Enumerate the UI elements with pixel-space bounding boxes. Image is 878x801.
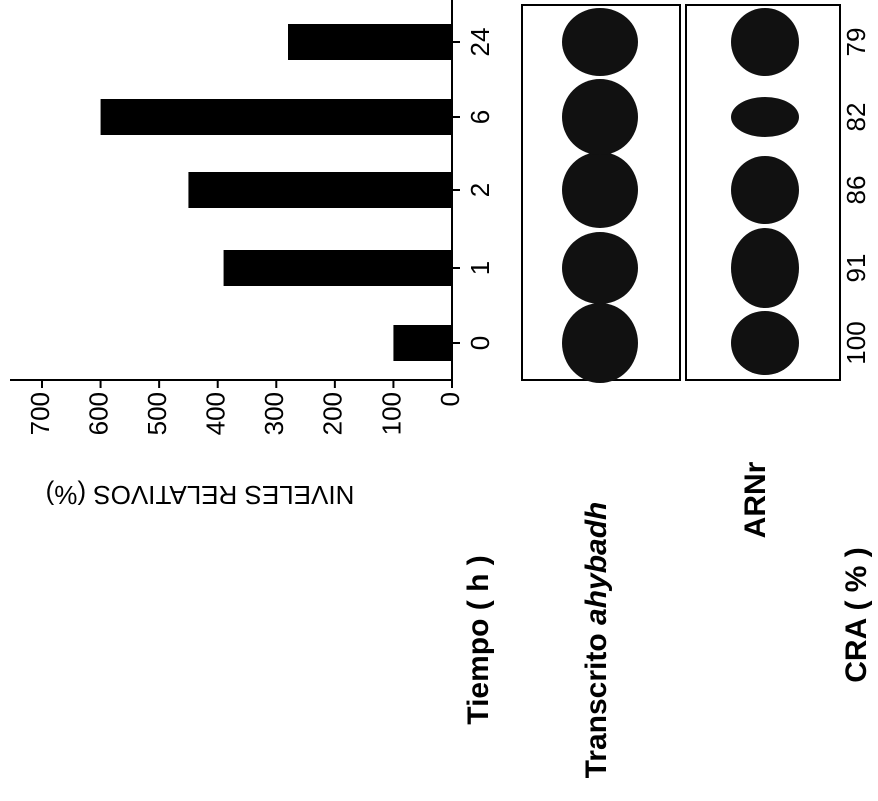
x-tick-label: 0 <box>465 336 495 350</box>
x-tick-label: 24 <box>465 28 495 57</box>
transcript-text: Transcrito <box>580 633 613 778</box>
x-tick-label: 1 <box>465 261 495 275</box>
x-axis-label: Tiempo ( h ) <box>462 555 495 724</box>
rrna-label: ARNr <box>739 461 772 538</box>
rrna-band <box>731 8 799 76</box>
transcript-band <box>562 152 638 228</box>
cra-value: 86 <box>841 176 871 205</box>
y-tick-label: 600 <box>83 392 113 435</box>
x-tick-label: 2 <box>465 183 495 197</box>
y-axis-label: NIVELES RELATIVOS (%) <box>46 480 355 510</box>
bar <box>393 325 452 361</box>
bar <box>288 24 452 60</box>
transcript-label: Transcrito ahybadh <box>580 502 613 779</box>
bar <box>224 250 452 286</box>
transcript-band <box>562 8 638 76</box>
rrna-band <box>731 228 799 308</box>
cra-label: CRA ( % ) <box>840 547 873 683</box>
rrna-band <box>731 156 799 224</box>
cra-value: 82 <box>841 103 871 132</box>
y-tick-label: 500 <box>142 392 172 435</box>
x-tick-label: 6 <box>465 110 495 124</box>
cra-value: 100 <box>841 321 871 364</box>
y-tick-label: 200 <box>318 392 348 435</box>
transcript-band <box>562 79 638 155</box>
y-tick-label: 300 <box>259 392 289 435</box>
transcript-band <box>562 232 638 304</box>
rrna-band <box>731 311 799 375</box>
y-tick-label: 400 <box>201 392 231 435</box>
y-tick-label: 100 <box>376 392 406 435</box>
transcript-band <box>562 303 638 383</box>
bar <box>101 99 452 135</box>
rrna-band <box>731 97 799 137</box>
bar <box>188 172 452 208</box>
figure: Tiempo ( h ) Transcrito ahybadh ARNr CRA… <box>0 0 878 801</box>
transcript-gene: ahybadh <box>580 502 613 625</box>
cra-value: 91 <box>841 254 871 283</box>
y-tick-label: 0 <box>435 392 465 406</box>
y-tick-label: 700 <box>25 392 55 435</box>
cra-value: 79 <box>841 28 871 57</box>
